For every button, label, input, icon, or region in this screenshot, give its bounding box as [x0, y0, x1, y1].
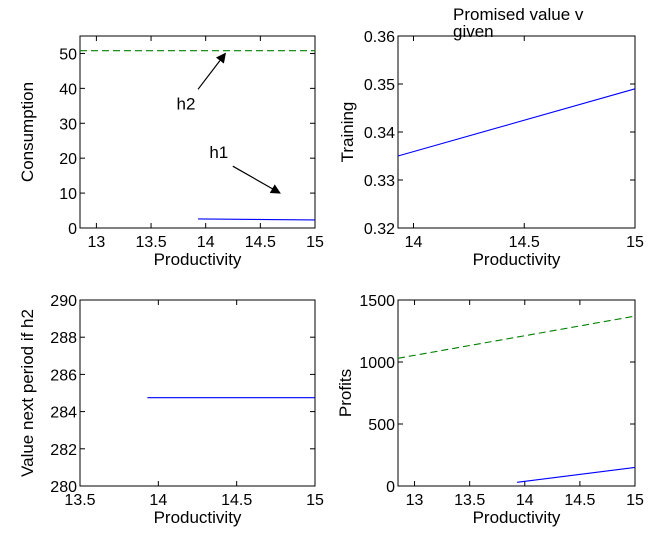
- consumption-axes-frame: [79, 35, 316, 229]
- x-tick-label: 13.5: [454, 492, 485, 509]
- x-tick-label: 13: [406, 492, 424, 509]
- y-tick-label: 290: [50, 293, 77, 310]
- x-tick-label: 14.5: [245, 234, 276, 251]
- value_next-x-axis-label: Productivity: [154, 508, 242, 527]
- profits-series-h1-line: [516, 466, 636, 483]
- y-tick-label: 0: [386, 479, 395, 496]
- x-tick-label: 13.5: [64, 492, 95, 509]
- x-tick-label: 14.5: [221, 492, 252, 509]
- value_next-panel: 13.5 14 14.5 15 280 282 284 286 288 290 Productivi…: [18, 293, 324, 527]
- x-tick-label: 14.5: [564, 492, 595, 509]
- profits-axes-frame: [397, 299, 636, 487]
- x-tick-label: 15: [306, 492, 324, 509]
- consumption-y-axis-label: Consumption: [18, 82, 37, 182]
- training-y-axis-label: Training: [338, 102, 357, 163]
- x-tick-label: 14: [197, 234, 215, 251]
- x-tick-label: 14.5: [509, 234, 540, 251]
- y-tick-label: 0.35: [364, 77, 395, 94]
- y-tick-label: 0.36: [364, 29, 395, 46]
- profits-x-axis-label: Productivity: [473, 508, 561, 527]
- y-tick-label: 284: [50, 405, 77, 422]
- y-tick-label: 0: [68, 221, 77, 238]
- consumption-panel: 13 13.5 14 14.5 15 0 10 20 30 40 50 Productivity Con…: [18, 35, 324, 269]
- consumption-annotation-h1: h1: [209, 143, 228, 162]
- y-tick-label: 0.32: [364, 221, 395, 238]
- y-tick-label: 50: [59, 46, 77, 63]
- x-tick-label: 15: [306, 234, 324, 251]
- y-tick-label: 10: [59, 186, 77, 203]
- x-tick-label: 14: [405, 234, 423, 251]
- profits-y-axis-label: Profits: [336, 369, 355, 417]
- training-axes-frame: [397, 35, 636, 229]
- training-series-0-line: [397, 88, 636, 157]
- training-title: Promised value v given: [453, 5, 584, 41]
- y-tick-label: 1000: [359, 355, 395, 372]
- x-tick-label: 13: [87, 234, 105, 251]
- y-tick-label: 0.34: [364, 125, 395, 142]
- y-tick-label: 288: [50, 330, 77, 347]
- consumption-annotation-arrow: [197, 52, 226, 90]
- y-tick-label: 0.33: [364, 173, 395, 190]
- x-tick-label: 15: [626, 234, 644, 251]
- y-tick-label: 500: [368, 417, 395, 434]
- profits-panel: 13 13.5 14 14.5 15 0 500 1000 1500 Productivity Pr…: [336, 293, 644, 527]
- y-tick-label: 30: [59, 116, 77, 133]
- y-tick-label: 1500: [359, 293, 395, 310]
- consumption-series-h1-line: [198, 218, 316, 221]
- training-panel: 14 14.5 15 0.32 0.33 0.34 0.35 0.36 Productivity…: [338, 5, 644, 269]
- y-tick-label: 20: [59, 151, 77, 168]
- y-tick-label: 40: [59, 81, 77, 98]
- consumption-x-axis-label: Productivity: [154, 250, 242, 269]
- training-x-axis-label: Productivity: [473, 250, 561, 269]
- x-tick-label: 14: [149, 492, 167, 509]
- x-tick-label: 14: [516, 492, 534, 509]
- value_next-y-axis-label: Value next period if h2: [18, 309, 37, 477]
- y-tick-label: 286: [50, 367, 77, 384]
- value_next-axes-frame: [79, 299, 316, 487]
- y-tick-label: 282: [50, 442, 77, 459]
- x-tick-label: 13.5: [135, 234, 166, 251]
- profits-series-h2-line: [397, 315, 636, 359]
- x-tick-label: 15: [626, 492, 644, 509]
- consumption-annotation-arrow: [232, 165, 281, 194]
- y-tick-label: 280: [50, 479, 77, 496]
- consumption-annotation-h2: h2: [177, 94, 196, 113]
